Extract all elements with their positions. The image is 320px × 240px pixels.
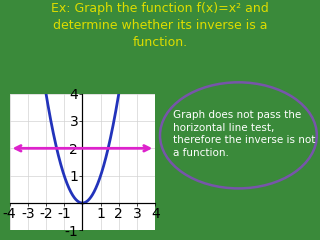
Text: Ex: Graph the function f(x)=x² and
determine whether its inverse is a
function.: Ex: Graph the function f(x)=x² and deter… — [51, 2, 269, 49]
Text: Graph does not pass the
horizontal line test,
therefore the inverse is not
a fun: Graph does not pass the horizontal line … — [172, 110, 315, 158]
